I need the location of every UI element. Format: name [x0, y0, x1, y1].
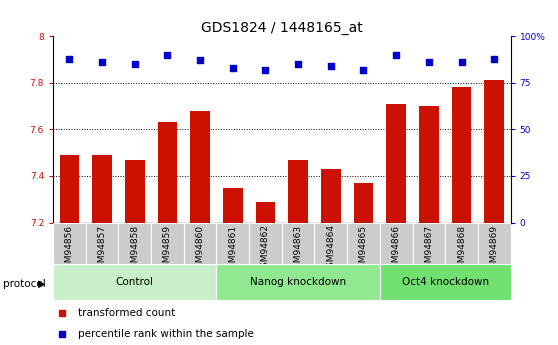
Text: percentile rank within the sample: percentile rank within the sample — [78, 329, 254, 339]
Bar — [386, 104, 406, 223]
Text: GSM94865: GSM94865 — [359, 225, 368, 274]
Bar — [321, 169, 340, 223]
Bar — [190, 111, 210, 223]
Bar — [380, 223, 412, 264]
Text: ▶: ▶ — [39, 279, 46, 288]
Point — [294, 61, 302, 67]
Bar — [157, 122, 177, 223]
Text: GSM94861: GSM94861 — [228, 225, 237, 274]
Text: transformed count: transformed count — [78, 308, 175, 318]
Bar — [282, 223, 315, 264]
Point — [457, 60, 466, 65]
Bar — [347, 223, 380, 264]
Point — [130, 61, 139, 67]
Bar — [445, 223, 478, 264]
Text: GSM94856: GSM94856 — [65, 225, 74, 274]
Bar — [288, 160, 308, 223]
Bar — [151, 223, 184, 264]
Text: Control: Control — [116, 277, 153, 287]
Bar — [92, 155, 112, 223]
Bar — [53, 223, 86, 264]
Bar — [223, 188, 243, 223]
Title: GDS1824 / 1448165_at: GDS1824 / 1448165_at — [201, 21, 363, 35]
Bar — [315, 223, 347, 264]
Point — [326, 63, 335, 69]
Text: GSM94866: GSM94866 — [392, 225, 401, 274]
Point — [65, 56, 74, 61]
Text: Nanog knockdown: Nanog knockdown — [250, 277, 346, 287]
Bar — [419, 106, 439, 223]
Bar — [412, 223, 445, 264]
Bar — [86, 223, 118, 264]
Point — [425, 60, 434, 65]
Bar — [53, 264, 217, 300]
Bar — [354, 183, 373, 223]
Bar — [478, 223, 511, 264]
Bar — [256, 201, 275, 223]
Bar — [217, 264, 380, 300]
Bar — [484, 80, 504, 223]
Text: GSM94863: GSM94863 — [294, 225, 302, 274]
Point — [261, 67, 270, 72]
Text: GSM94860: GSM94860 — [196, 225, 205, 274]
Bar — [380, 264, 511, 300]
Point — [228, 65, 237, 71]
Bar — [249, 223, 282, 264]
Point — [392, 52, 401, 58]
Point — [163, 52, 172, 58]
Text: GSM94857: GSM94857 — [98, 225, 107, 274]
Text: GSM94862: GSM94862 — [261, 225, 270, 274]
Bar — [118, 223, 151, 264]
Point — [490, 56, 499, 61]
Bar — [60, 155, 79, 223]
Point — [359, 67, 368, 72]
Bar — [184, 223, 217, 264]
Text: GSM94868: GSM94868 — [457, 225, 466, 274]
Text: GSM94867: GSM94867 — [425, 225, 434, 274]
Bar — [452, 88, 472, 223]
Point — [98, 60, 107, 65]
Text: GSM94858: GSM94858 — [130, 225, 139, 274]
Text: Oct4 knockdown: Oct4 knockdown — [402, 277, 489, 287]
Bar — [125, 160, 145, 223]
Text: GSM94859: GSM94859 — [163, 225, 172, 274]
Point — [196, 58, 205, 63]
Bar — [217, 223, 249, 264]
Text: GSM94869: GSM94869 — [490, 225, 499, 274]
Text: protocol: protocol — [3, 279, 46, 288]
Text: GSM94864: GSM94864 — [326, 225, 335, 274]
